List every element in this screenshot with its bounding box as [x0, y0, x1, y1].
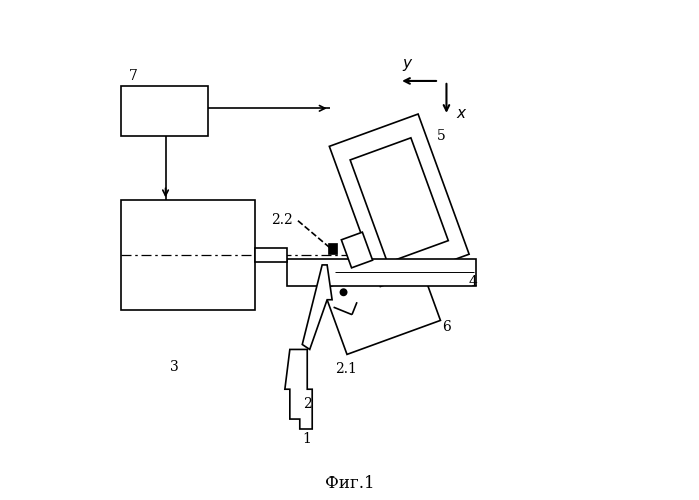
Bar: [329, 114, 469, 286]
Bar: [328, 243, 337, 254]
Polygon shape: [302, 265, 332, 349]
Bar: [350, 138, 448, 262]
Bar: [323, 255, 440, 354]
Text: 6: 6: [442, 320, 451, 334]
Bar: [121, 200, 255, 310]
Text: 3: 3: [170, 360, 179, 374]
Text: 7: 7: [129, 69, 138, 83]
Text: 5: 5: [437, 128, 446, 142]
Polygon shape: [285, 350, 312, 429]
Text: y: y: [402, 56, 411, 71]
Bar: [255, 248, 287, 262]
Bar: [121, 86, 208, 136]
Text: 1: 1: [303, 432, 312, 446]
Text: Фиг.1: Фиг.1: [325, 475, 374, 492]
Text: 2.1: 2.1: [335, 362, 357, 376]
Text: x: x: [457, 106, 466, 121]
Circle shape: [340, 288, 347, 296]
Bar: [287, 258, 476, 286]
Bar: [341, 232, 373, 268]
Text: 2.2: 2.2: [271, 213, 294, 227]
Text: 4: 4: [468, 276, 477, 289]
Text: 2: 2: [303, 397, 312, 411]
